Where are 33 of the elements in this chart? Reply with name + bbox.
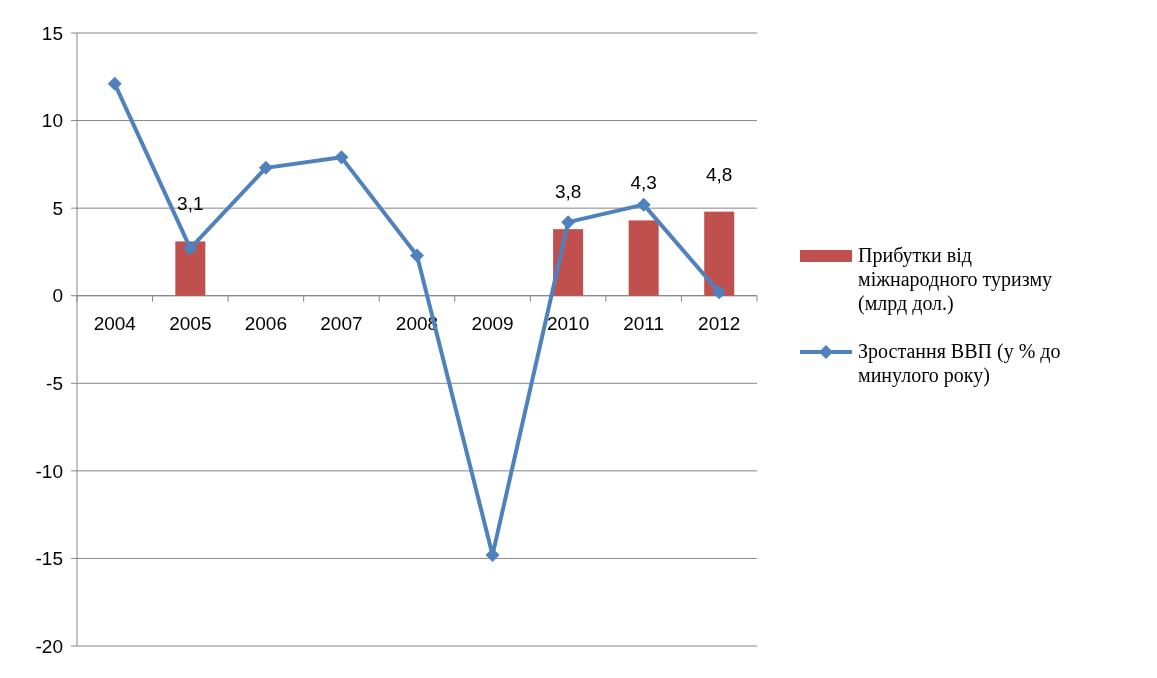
point (712, 285, 727, 300)
y-tick-label: -15 (35, 548, 63, 570)
y-tick-label: -20 (35, 635, 63, 657)
bar (175, 241, 206, 296)
x-tick-label: 2007 (320, 312, 363, 334)
y-tick-label: 10 (41, 110, 63, 132)
legend-label: Прибутки від міжнародного туризму (млрд дол.) (858, 244, 1053, 315)
point (258, 160, 273, 175)
y-tick-label: 5 (52, 197, 63, 219)
point (410, 248, 424, 263)
y-tick-label: 15 (41, 22, 63, 44)
point (561, 215, 576, 230)
x-tick-label: 2005 (169, 312, 212, 334)
y-tick-label: -5 (46, 372, 63, 394)
point (183, 241, 198, 256)
data-label: 3,8 (554, 181, 582, 203)
legend-label: Зростання ВВП (у % до минулого року) (858, 340, 1061, 387)
x-tick-label: 2012 (698, 312, 741, 334)
point (334, 150, 349, 165)
data-label: 4,8 (706, 163, 733, 185)
bar (704, 211, 735, 296)
x-tick-label: 2010 (546, 312, 590, 334)
y-tick-label: 0 (52, 285, 63, 307)
point (107, 76, 122, 91)
point (636, 197, 651, 212)
y-tick-label: -10 (35, 460, 63, 482)
x-tick-label: 2006 (244, 312, 288, 334)
bar (628, 220, 659, 296)
data-label: 4,3 (630, 172, 657, 194)
x-tick-label: 2011 (623, 312, 665, 334)
x-tick-label: 2009 (471, 312, 514, 334)
data-label: 3,1 (177, 193, 204, 215)
x-tick-label: 2004 (93, 312, 137, 334)
